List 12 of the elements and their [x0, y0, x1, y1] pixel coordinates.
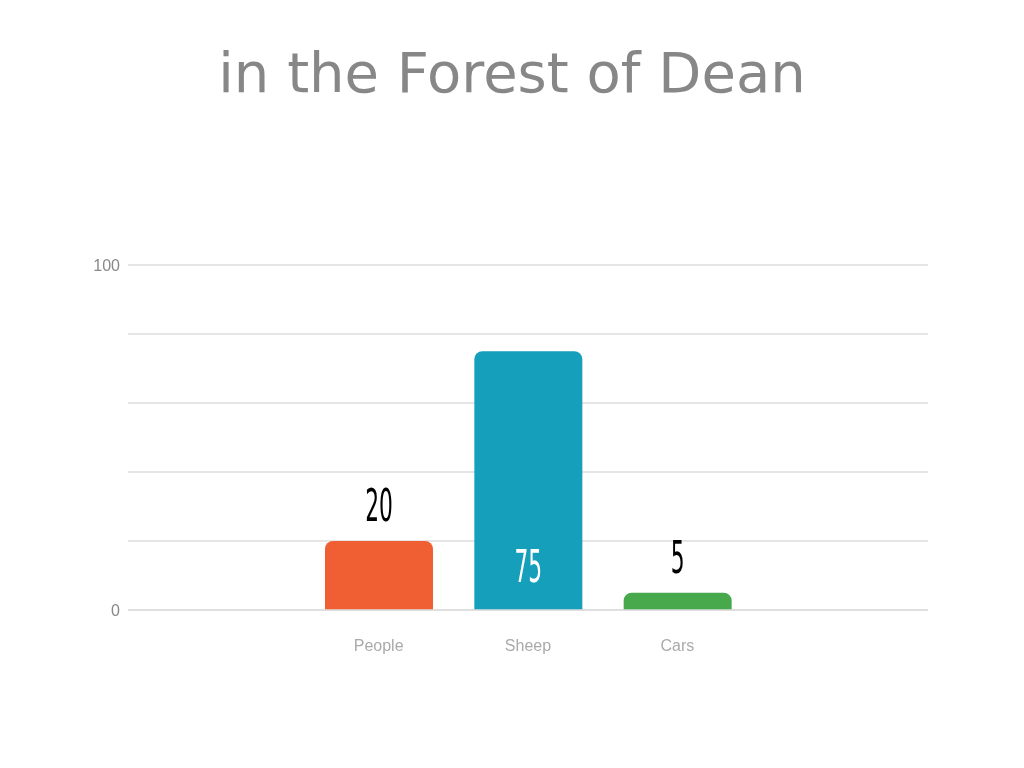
- x-tick-label: Sheep: [504, 637, 552, 655]
- y-tick-label: 100: [93, 256, 121, 274]
- y-tick-label: 0: [111, 601, 121, 619]
- data-label: 5: [670, 532, 685, 584]
- bar: [325, 541, 433, 610]
- x-tick-label: Cars: [660, 637, 695, 655]
- data-label: 20: [365, 480, 393, 532]
- chart-title: in the Forest of Dean: [217, 39, 807, 107]
- bar: [474, 351, 583, 610]
- x-tick-label: People: [353, 637, 404, 655]
- data-label: 75: [514, 541, 543, 593]
- bar: [623, 592, 732, 610]
